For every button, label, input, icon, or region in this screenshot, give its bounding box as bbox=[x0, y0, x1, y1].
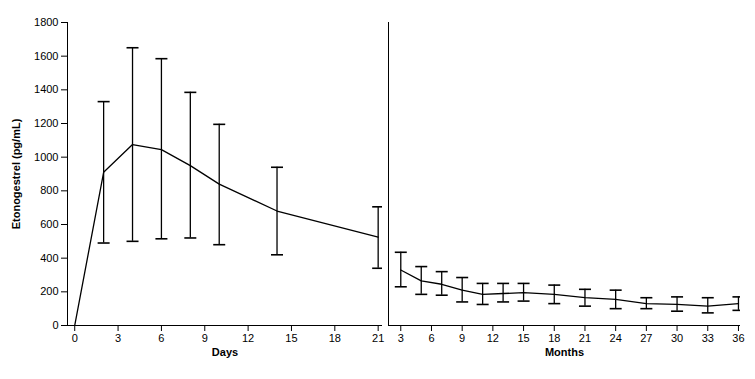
svg-text:800: 800 bbox=[40, 184, 58, 196]
svg-text:1200: 1200 bbox=[34, 117, 58, 129]
svg-text:6: 6 bbox=[158, 332, 164, 344]
svg-text:33: 33 bbox=[702, 332, 714, 344]
svg-text:400: 400 bbox=[40, 252, 58, 264]
svg-text:12: 12 bbox=[242, 332, 254, 344]
svg-text:0: 0 bbox=[72, 332, 78, 344]
svg-text:600: 600 bbox=[40, 218, 58, 230]
svg-text:36: 36 bbox=[732, 332, 744, 344]
svg-text:200: 200 bbox=[40, 285, 58, 297]
svg-text:12: 12 bbox=[487, 332, 499, 344]
svg-text:15: 15 bbox=[285, 332, 297, 344]
svg-text:6: 6 bbox=[428, 332, 434, 344]
svg-text:1400: 1400 bbox=[34, 83, 58, 95]
svg-text:Etonogestrel (pg/mL): Etonogestrel (pg/mL) bbox=[10, 118, 22, 229]
svg-text:1800: 1800 bbox=[34, 16, 58, 28]
svg-text:0: 0 bbox=[52, 319, 58, 331]
svg-text:3: 3 bbox=[398, 332, 404, 344]
svg-text:15: 15 bbox=[517, 332, 529, 344]
svg-text:3: 3 bbox=[115, 332, 121, 344]
svg-text:9: 9 bbox=[459, 332, 465, 344]
svg-text:21: 21 bbox=[579, 332, 591, 344]
svg-text:1000: 1000 bbox=[34, 151, 58, 163]
svg-text:18: 18 bbox=[548, 332, 560, 344]
svg-text:21: 21 bbox=[372, 332, 384, 344]
svg-text:Months: Months bbox=[545, 346, 584, 358]
svg-text:1600: 1600 bbox=[34, 50, 58, 62]
svg-text:18: 18 bbox=[329, 332, 341, 344]
svg-text:27: 27 bbox=[640, 332, 652, 344]
svg-text:24: 24 bbox=[610, 332, 622, 344]
svg-text:Days: Days bbox=[212, 346, 238, 358]
svg-text:30: 30 bbox=[671, 332, 683, 344]
svg-text:9: 9 bbox=[202, 332, 208, 344]
